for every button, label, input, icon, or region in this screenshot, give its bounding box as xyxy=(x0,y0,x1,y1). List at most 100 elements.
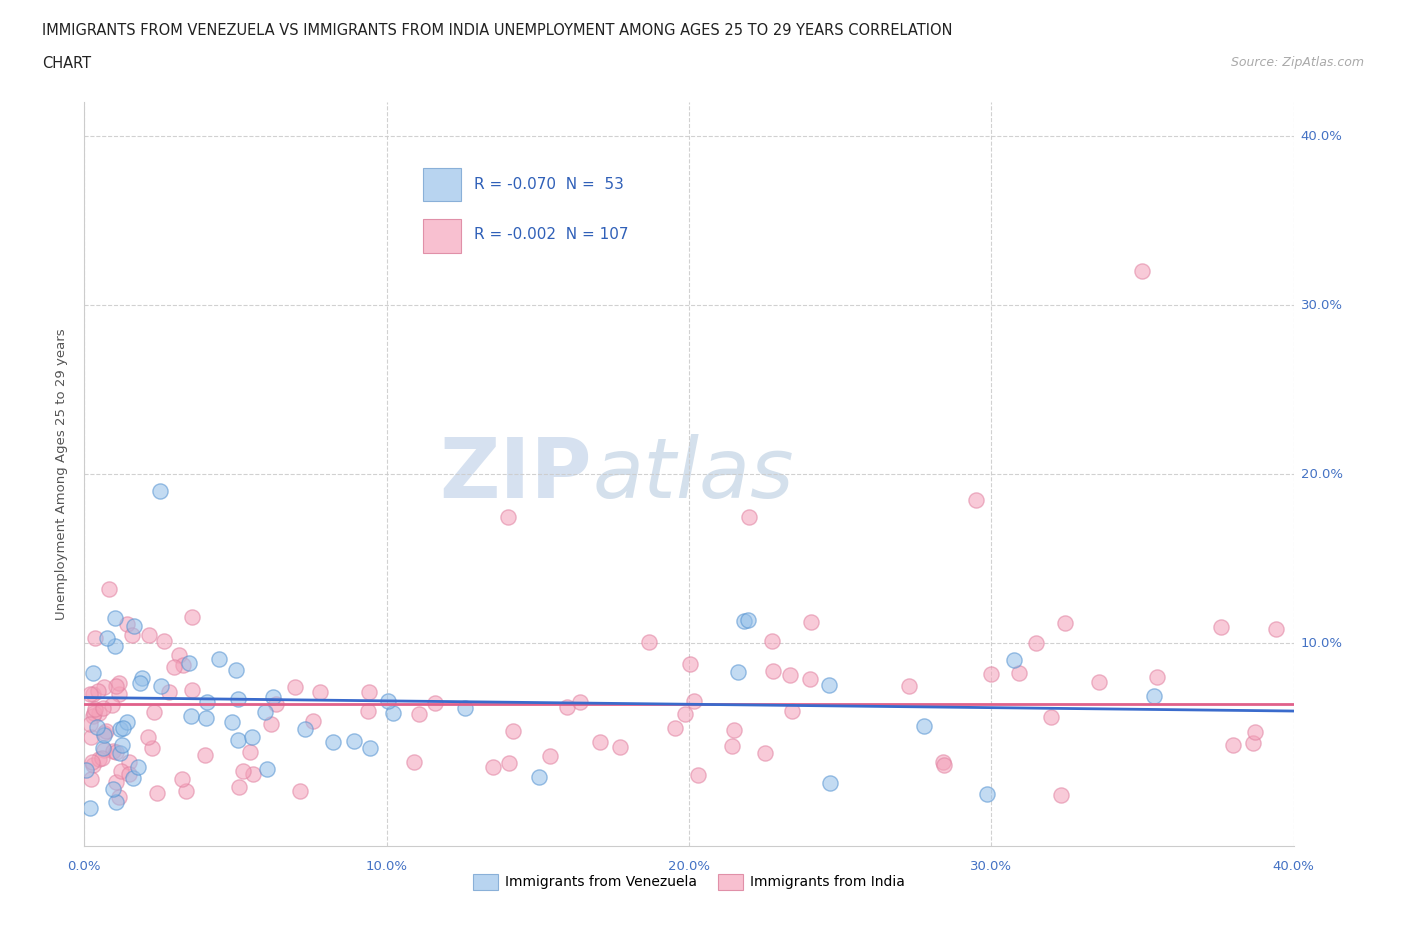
Text: 30.0%: 30.0% xyxy=(970,860,1012,873)
Point xyxy=(402,754,425,769)
Point xyxy=(284,680,307,695)
Point xyxy=(91,700,114,715)
Point xyxy=(761,633,783,648)
Point xyxy=(108,687,131,702)
Point xyxy=(105,744,128,759)
Point xyxy=(101,781,124,796)
Point xyxy=(932,755,955,770)
Point xyxy=(83,631,105,645)
Point xyxy=(82,757,104,772)
Point xyxy=(568,695,591,710)
Point xyxy=(1002,652,1025,667)
Point xyxy=(195,694,218,709)
Point xyxy=(343,733,366,748)
Point xyxy=(242,766,264,781)
Point xyxy=(1146,670,1168,684)
Point xyxy=(638,635,661,650)
Point xyxy=(108,746,131,761)
Text: 0.0%: 0.0% xyxy=(67,860,101,873)
Point xyxy=(84,701,107,716)
Text: R = -0.002  N = 107: R = -0.002 N = 107 xyxy=(474,227,628,242)
Point xyxy=(157,684,180,699)
Text: ZIP: ZIP xyxy=(440,433,592,515)
Point xyxy=(897,679,920,694)
Point xyxy=(83,706,105,721)
Point xyxy=(1025,635,1047,650)
Point xyxy=(208,651,231,666)
Point xyxy=(118,767,141,782)
Point xyxy=(93,728,115,743)
Point xyxy=(538,749,561,764)
Point xyxy=(912,719,935,734)
Point xyxy=(121,627,143,642)
Point xyxy=(481,760,503,775)
Point xyxy=(128,676,150,691)
Text: R = -0.070  N =  53: R = -0.070 N = 53 xyxy=(474,177,624,192)
Point xyxy=(1008,665,1031,680)
Point xyxy=(799,671,821,686)
Point xyxy=(555,699,578,714)
Point xyxy=(87,706,110,721)
Point xyxy=(149,484,172,498)
Point xyxy=(142,705,165,720)
Point xyxy=(288,784,311,799)
Point xyxy=(93,725,115,740)
Point xyxy=(136,729,159,744)
Text: 20.0%: 20.0% xyxy=(668,860,710,873)
Point xyxy=(91,740,114,755)
Point xyxy=(1211,619,1233,634)
Point xyxy=(80,729,103,744)
Point xyxy=(163,660,186,675)
Text: 40.0%: 40.0% xyxy=(1301,129,1343,142)
Point xyxy=(82,709,104,724)
Point xyxy=(754,746,776,761)
Point xyxy=(357,704,380,719)
Point xyxy=(82,666,104,681)
Point xyxy=(89,752,111,767)
Point xyxy=(167,647,190,662)
Point xyxy=(1265,621,1288,636)
Point xyxy=(180,708,202,723)
Point xyxy=(181,683,204,698)
Point xyxy=(723,723,745,737)
Point xyxy=(240,729,263,744)
Point xyxy=(800,615,823,630)
Text: CHART: CHART xyxy=(42,56,91,71)
Point xyxy=(172,658,194,672)
Point xyxy=(79,801,101,816)
Point xyxy=(79,686,101,701)
Point xyxy=(86,720,108,735)
Point xyxy=(228,780,250,795)
Point xyxy=(1050,788,1073,803)
Point xyxy=(110,737,132,752)
Point xyxy=(80,772,103,787)
Point xyxy=(309,684,332,699)
Y-axis label: Unemployment Among Ages 25 to 29 years: Unemployment Among Ages 25 to 29 years xyxy=(55,328,69,620)
Point xyxy=(502,724,524,738)
Point xyxy=(80,755,103,770)
Point xyxy=(94,724,117,738)
Point xyxy=(262,689,284,704)
Point xyxy=(1040,710,1063,724)
Point xyxy=(1143,688,1166,703)
Point xyxy=(1222,738,1244,753)
Point xyxy=(818,677,841,692)
Point xyxy=(820,776,842,790)
Point xyxy=(254,704,277,719)
Point xyxy=(529,769,551,784)
Point xyxy=(131,671,153,685)
Point xyxy=(103,744,125,759)
Text: 10.0%: 10.0% xyxy=(1301,637,1343,650)
Point xyxy=(91,751,114,765)
Point xyxy=(108,676,131,691)
Point xyxy=(105,794,128,809)
Point xyxy=(174,783,197,798)
Text: 30.0%: 30.0% xyxy=(1301,299,1343,312)
Point xyxy=(105,679,128,694)
Point xyxy=(686,767,709,782)
Point xyxy=(127,760,149,775)
Point xyxy=(264,697,287,711)
Point xyxy=(779,668,801,683)
Point xyxy=(965,492,987,507)
Point xyxy=(149,679,172,694)
